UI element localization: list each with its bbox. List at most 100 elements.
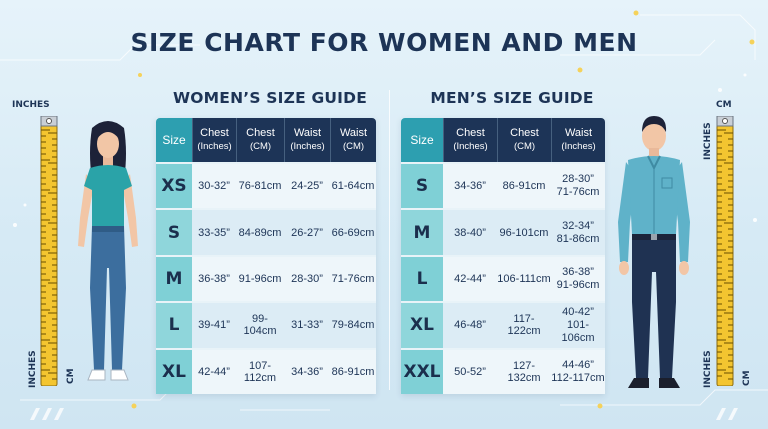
waist-inches-cell: 24-25” — [284, 162, 330, 209]
chest-inches-cell: 34-36” — [443, 162, 497, 209]
chest-inches-cell: 36-38” — [192, 254, 236, 302]
size-cell: M — [401, 208, 443, 255]
table-row: XS 30-32” 76-81cm 24-25” 61-64cm — [156, 162, 376, 209]
right-ruler-bottom-cm-label: CM — [742, 370, 752, 386]
header-waist-cm: Waist (CM) — [330, 118, 376, 162]
waist-inches-cell: 26-27” — [284, 208, 330, 255]
waist-cell: 44-46” 112-117cm — [551, 347, 605, 394]
waist-inches-value: 36-38” — [562, 265, 594, 278]
chest-inches-cell: 46-48” — [443, 301, 497, 348]
waist-cell: 40-42” 101-106cm — [551, 301, 605, 348]
chest-inches-cell: 42-44” — [443, 254, 497, 302]
chest-cm-cell: 99-104cm — [236, 301, 284, 348]
left-ruler-bottom-inches-label: INCHES — [28, 350, 38, 388]
header-label: Chest — [510, 127, 539, 139]
waist-cm-cell: 61-64cm — [330, 162, 376, 209]
chest-cm-cell: 84-89cm — [236, 208, 284, 255]
waist-cell: 36-38” 91-96cm — [551, 254, 605, 302]
waist-inches-value: 32-34” — [562, 219, 594, 232]
size-cell: XL — [401, 301, 443, 348]
right-ruler-top-label: CM — [716, 100, 732, 110]
chest-cm-cell: 86-91cm — [497, 162, 551, 209]
size-cell: XS — [156, 162, 192, 209]
women-size-table: Size Chest (Inches) Chest (CM) Waist (Inche… — [156, 118, 376, 394]
table-row: L 39-41” 99-104cm 31-33” 79-84cm — [156, 301, 376, 348]
table-row: S 33-35” 84-89cm 26-27” 66-69cm — [156, 208, 376, 255]
chest-cm-cell: 127-132cm — [497, 347, 551, 394]
chest-cm-cell: 107-112cm — [236, 347, 284, 394]
table-row: S 34-36” 86-91cm 28-30” 71-76cm — [401, 162, 605, 209]
header-waist-inches: Waist (Inches) — [551, 118, 605, 162]
chest-cm-cell: 96-101cm — [497, 208, 551, 255]
header-label: Chest — [200, 127, 229, 139]
men-guide-title: MEN’S SIZE GUIDE — [430, 89, 594, 107]
header-chest-inches: Chest (Inches) — [443, 118, 497, 162]
table-header-row: Size Chest (Inches) Chest (CM) Waist (Inche… — [401, 118, 605, 162]
size-cell: L — [156, 301, 192, 348]
header-sublabel: (CM) — [342, 141, 365, 152]
waist-inches-cell: 31-33” — [284, 301, 330, 348]
size-cell: S — [401, 162, 443, 209]
waist-inches-value: 40-42” — [562, 305, 594, 318]
right-ruler-side-label: INCHES — [703, 122, 713, 160]
header-chest-cm: Chest (CM) — [497, 118, 551, 162]
size-cell: S — [156, 208, 192, 255]
waist-inches-cell: 34-36” — [284, 347, 330, 394]
table-row: M 38-40” 96-101cm 32-34” 81-86cm — [401, 208, 605, 255]
waist-inches-cell: 28-30” — [284, 254, 330, 302]
header-sublabel: (Inches) — [453, 141, 488, 152]
waist-inches-value: 44-46” — [562, 358, 594, 371]
waist-cm-value: 91-96cm — [556, 278, 600, 291]
waist-cm-value: 81-86cm — [556, 232, 600, 245]
table-row: L 42-44” 106-111cm 36-38” 91-96cm — [401, 254, 605, 302]
woman-figure-icon — [78, 121, 138, 381]
header-sublabel: (Inches) — [197, 141, 232, 152]
size-cell: XL — [156, 347, 192, 394]
table-row: XL 42-44” 107-112cm 34-36” 86-91cm — [156, 347, 376, 394]
chest-inches-cell: 50-52” — [443, 347, 497, 394]
header-chest-cm: Chest (CM) — [236, 118, 284, 162]
waist-cm-cell: 79-84cm — [330, 301, 376, 348]
waist-cm-value: 71-76cm — [556, 186, 600, 199]
header-chest-inches: Chest (Inches) — [192, 118, 236, 162]
chest-cm-cell: 76-81cm — [236, 162, 284, 209]
left-ruler-top-label: INCHES — [12, 100, 50, 110]
header-label: Size — [162, 132, 186, 147]
header-label: Size — [410, 132, 434, 147]
chest-inches-cell: 42-44” — [192, 347, 236, 394]
table-header-row: Size Chest (Inches) Chest (CM) Waist (Inche… — [156, 118, 376, 162]
chest-inches-cell: 38-40” — [443, 208, 497, 255]
section-divider — [389, 90, 390, 390]
header-waist-inches: Waist (Inches) — [284, 118, 330, 162]
page-title: SIZE CHART FOR WOMEN AND MEN — [130, 28, 638, 57]
header-label: Chest — [456, 127, 485, 139]
header-size: Size — [156, 118, 192, 162]
right-measuring-tape-icon — [716, 116, 734, 386]
waist-cm-value: 112-117cm — [551, 371, 605, 384]
chest-cm-cell: 91-96cm — [236, 254, 284, 302]
left-measuring-tape-icon — [40, 116, 58, 386]
header-sublabel: (Inches) — [561, 141, 596, 152]
table-row: M 36-38” 91-96cm 28-30” 71-76cm — [156, 254, 376, 302]
right-ruler-bottom-inches-label: INCHES — [703, 350, 713, 388]
header-size: Size — [401, 118, 443, 162]
header-sublabel: (CM) — [513, 141, 536, 152]
waist-cell: 28-30” 71-76cm — [551, 162, 605, 209]
waist-cell: 32-34” 81-86cm — [551, 208, 605, 255]
chest-inches-cell: 39-41” — [192, 301, 236, 348]
table-row: XL 46-48” 117-122cm 40-42” 101-106cm — [401, 301, 605, 348]
chest-inches-cell: 30-32” — [192, 162, 236, 209]
header-sublabel: (Inches) — [290, 141, 325, 152]
header-label: Waist — [293, 127, 322, 139]
chest-inches-cell: 33-35” — [192, 208, 236, 255]
waist-cm-cell: 71-76cm — [330, 254, 376, 302]
size-cell: M — [156, 254, 192, 302]
header-sublabel: (CM) — [249, 141, 272, 152]
waist-cm-cell: 66-69cm — [330, 208, 376, 255]
header-label: Waist — [339, 127, 368, 139]
size-cell: L — [401, 254, 443, 302]
men-size-table: Size Chest (Inches) Chest (CM) Waist (Inche… — [401, 118, 605, 394]
man-figure-icon — [618, 116, 690, 388]
chest-cm-cell: 106-111cm — [497, 254, 551, 302]
header-label: Chest — [246, 127, 275, 139]
